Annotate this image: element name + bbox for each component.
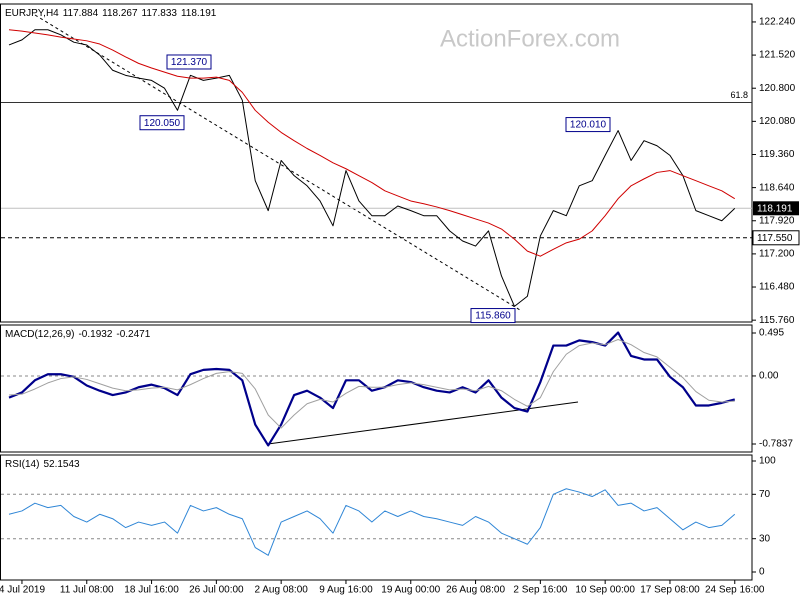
trend-line	[34, 14, 521, 311]
annotation-label: 121.370	[171, 57, 208, 68]
x-tick-label: 9 Aug 16:00	[319, 585, 373, 596]
x-tick-label: 26 Jul 00:00	[189, 585, 244, 596]
panel-frame	[0, 454, 753, 581]
series-line	[8, 488, 736, 556]
header-value: -0.2471	[116, 329, 150, 340]
y-tick-label: 122.240	[759, 17, 796, 28]
y-tick-label: 0	[759, 567, 765, 578]
y-tick-label: 70	[759, 489, 771, 500]
y-tick-label: 100	[759, 456, 776, 467]
y-tick-label: 118.640	[759, 182, 795, 193]
annotation-box	[470, 308, 516, 324]
annotation-label: 115.860	[475, 311, 511, 322]
y-tick-label: 0.00	[759, 371, 779, 382]
annotation-label: 120.050	[144, 118, 181, 129]
series-line	[8, 338, 735, 429]
panel-frame	[0, 3, 753, 323]
price-marker-label: 118.191	[757, 203, 793, 214]
annotation-box	[166, 54, 212, 70]
y-tick-label: 30	[759, 533, 771, 544]
series-line	[8, 29, 736, 307]
y-tick-label: -0.7837	[759, 439, 793, 450]
annotation-box	[139, 115, 185, 131]
watermark: ActionForex.com	[440, 25, 620, 52]
y-tick-label: 116.480	[759, 282, 795, 293]
trend-line	[267, 401, 579, 445]
level-marker-label: 117.550	[757, 233, 793, 244]
x-tick-label: 18 Jul 16:00	[124, 585, 179, 596]
panel-frame	[0, 324, 753, 453]
fib-label: 61.8	[730, 90, 748, 100]
x-tick-label: 10 Sep 00:00	[575, 585, 635, 596]
panel-header: MACD(12,26,9) -0.1932 -0.2471	[5, 329, 151, 340]
x-tick-label: 19 Aug 00:00	[381, 585, 440, 596]
y-tick-label: 120.800	[759, 83, 796, 94]
panel-header: EURJPY,H4 117.884 118.267 117.833 118.191	[5, 8, 217, 19]
panel-title: RSI(14)	[5, 459, 39, 470]
header-value: 117.833	[142, 8, 178, 19]
x-tick-label: 4 Jul 2019	[0, 585, 45, 596]
y-tick-label: 115.760	[759, 315, 795, 326]
annotation-box	[565, 117, 611, 133]
x-tick-label: 26 Aug 08:00	[446, 585, 505, 596]
y-tick-label: 121.520	[759, 50, 796, 61]
y-tick-label: 0.495	[759, 328, 784, 339]
x-tick-label: 11 Jul 08:00	[60, 585, 114, 596]
header-value: -0.1932	[78, 329, 112, 340]
annotation-label: 120.010	[570, 120, 607, 131]
x-tick-label: 24 Sep 16:00	[705, 585, 765, 596]
y-tick-label: 117.920	[759, 215, 795, 226]
y-tick-label: 119.360	[759, 149, 795, 160]
y-tick-label: 120.080	[759, 116, 796, 127]
header-value: 52.1543	[43, 459, 80, 470]
header-value: 118.191	[181, 8, 217, 19]
price-marker	[753, 201, 799, 216]
level-marker	[752, 230, 800, 246]
x-tick-label: 2 Aug 08:00	[254, 585, 308, 596]
y-tick-label: 117.200	[759, 249, 795, 260]
header-value: 118.267	[102, 8, 138, 19]
x-tick-label: 17 Sep 08:00	[640, 585, 700, 596]
panel-title: MACD(12,26,9)	[5, 329, 74, 340]
x-tick-label: 2 Sep 16:00	[513, 585, 567, 596]
series-line	[8, 29, 736, 257]
header-value: 117.884	[63, 8, 99, 19]
panel-title: EURJPY,H4	[5, 8, 59, 19]
panel-header: RSI(14) 52.1543	[5, 459, 80, 470]
